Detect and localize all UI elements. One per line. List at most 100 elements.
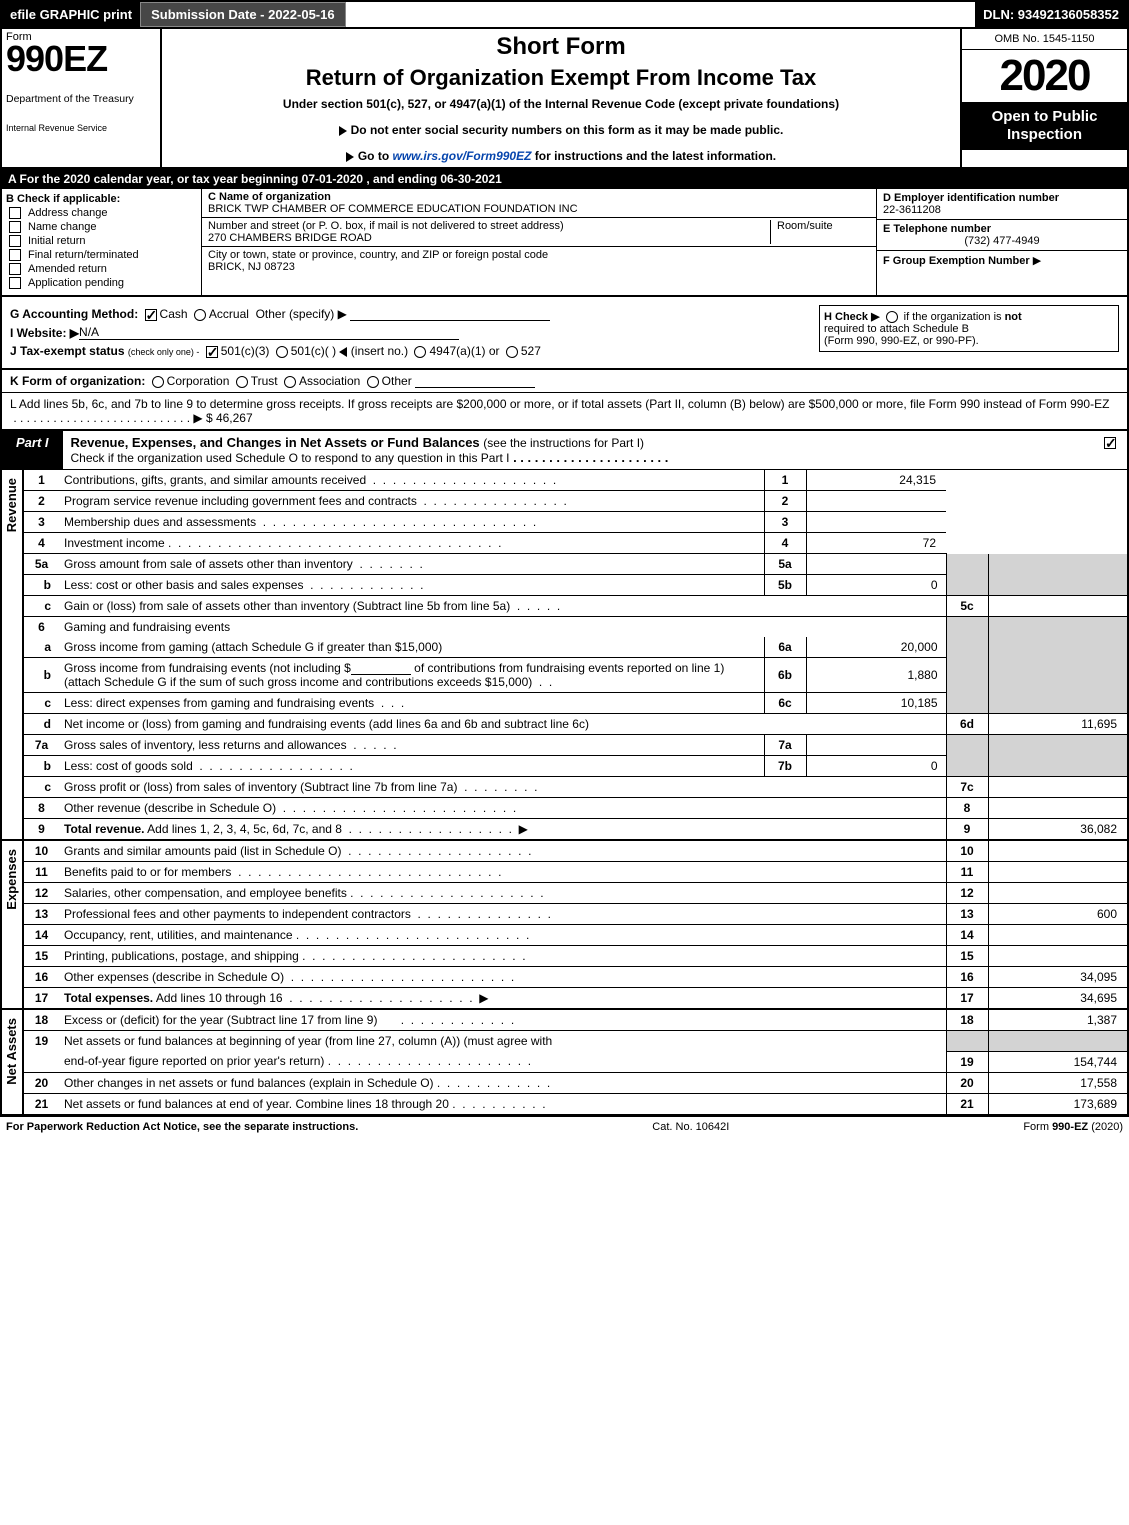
line-21-value: 173,689: [988, 1093, 1128, 1115]
radio-association[interactable]: [284, 376, 296, 388]
org-street: 270 CHAMBERS BRIDGE ROAD: [208, 232, 372, 244]
c-name-label: C Name of organization: [208, 191, 331, 203]
sidelabel-net-assets: Net Assets: [0, 1010, 22, 1116]
line-12-value: [988, 883, 1128, 904]
form-ref: Form 990-EZ (2020): [1023, 1121, 1123, 1133]
gross-receipts-value: $ 46,267: [206, 411, 253, 425]
dept-treasury: Department of the Treasury: [6, 93, 156, 105]
radio-corporation[interactable]: [152, 376, 164, 388]
radio-accrual[interactable]: [194, 309, 206, 321]
line-3-text: Membership dues and assessments . . . . …: [59, 512, 764, 533]
table-row: 20Other changes in net assets or fund ba…: [23, 1072, 1128, 1093]
checkbox-cash[interactable]: [145, 309, 157, 321]
line-6a-value: 20,000: [806, 637, 946, 658]
checkbox-name-change[interactable]: [9, 221, 21, 233]
opt-application-pending: Application pending: [28, 277, 124, 289]
checkbox-application-pending[interactable]: [9, 277, 21, 289]
checkbox-address-change[interactable]: [9, 207, 21, 219]
radio-4947[interactable]: [414, 346, 426, 358]
line-5b-value: 0: [806, 575, 946, 596]
line-6c-value: 10,185: [806, 693, 946, 714]
form-header: Form 990EZ Department of the Treasury In…: [0, 29, 1129, 169]
line-13-text: Professional fees and other payments to …: [59, 904, 946, 925]
line-6d-text: Net income or (loss) from gaming and fun…: [59, 714, 946, 735]
table-row: 11Benefits paid to or for members . . . …: [23, 862, 1128, 883]
opt-address-change: Address change: [28, 207, 108, 219]
triangle-icon: [339, 126, 347, 136]
line-2-value: [806, 491, 946, 512]
header-left: Form 990EZ Department of the Treasury In…: [2, 29, 162, 167]
line-12-text: Salaries, other compensation, and employ…: [59, 883, 946, 904]
line-9-value: 36,082: [988, 819, 1128, 841]
line-5a-value: [806, 554, 946, 575]
expenses-section: Expenses 10Grants and similar amounts pa…: [0, 841, 1129, 1010]
paperwork-notice: For Paperwork Reduction Act Notice, see …: [6, 1121, 358, 1133]
efile-label: efile GRAPHIC print: [2, 2, 140, 27]
table-row: dNet income or (loss) from gaming and fu…: [23, 714, 1128, 735]
radio-h[interactable]: [886, 311, 898, 323]
line-4-text: Investment income . . . . . . . . . . . …: [59, 533, 764, 554]
phone-value: (732) 477-4949: [883, 235, 1121, 247]
irs-link[interactable]: www.irs.gov/Form990EZ: [393, 149, 532, 163]
table-row: 21Net assets or fund balances at end of …: [23, 1093, 1128, 1115]
line-5b-text: Less: cost or other basis and sales expe…: [59, 575, 764, 596]
line-19-value: 154,744: [988, 1051, 1128, 1072]
line-7a-text: Gross sales of inventory, less returns a…: [59, 735, 764, 756]
line-8-text: Other revenue (describe in Schedule O) .…: [59, 798, 946, 819]
ein-value: 22-3611208: [883, 204, 941, 216]
line-2-text: Program service revenue including govern…: [59, 491, 764, 512]
checkbox-initial-return[interactable]: [9, 235, 21, 247]
revenue-table: 1Contributions, gifts, grants, and simil…: [22, 470, 1129, 841]
info-box: B Check if applicable: Address change Na…: [0, 189, 1129, 297]
form-number: 990EZ: [6, 43, 156, 75]
opt-amended-return: Amended return: [28, 263, 107, 275]
website-value: N/A: [79, 325, 99, 339]
d-ein-label: D Employer identification number: [883, 192, 1059, 204]
line-14-text: Occupancy, rent, utilities, and maintena…: [59, 925, 946, 946]
checkbox-501c3[interactable]: [206, 346, 218, 358]
radio-527[interactable]: [506, 346, 518, 358]
c-city-label: City or town, state or province, country…: [208, 249, 548, 261]
checkbox-amended-return[interactable]: [9, 263, 21, 275]
dln-label: DLN: 93492136058352: [975, 2, 1127, 27]
table-row: 9Total revenue. Add lines 1, 2, 3, 4, 5c…: [23, 819, 1128, 841]
table-row: 15Printing, publications, postage, and s…: [23, 946, 1128, 967]
omb-number: OMB No. 1545-1150: [962, 29, 1127, 50]
c-addr-label: Number and street (or P. O. box, if mail…: [208, 220, 564, 232]
sidelabel-revenue: Revenue: [0, 470, 22, 841]
line-18-value: 1,387: [988, 1010, 1128, 1031]
radio-trust[interactable]: [236, 376, 248, 388]
net-assets-section: Net Assets 18Excess or (deficit) for the…: [0, 1010, 1129, 1116]
table-row: 13Professional fees and other payments t…: [23, 904, 1128, 925]
dept-irs: Internal Revenue Service: [6, 123, 156, 133]
line-7b-value: 0: [806, 756, 946, 777]
other-specify-input[interactable]: [350, 320, 550, 321]
opt-final-return: Final return/terminated: [28, 249, 139, 261]
checkbox-final-return[interactable]: [9, 249, 21, 261]
topbar-spacer: [346, 2, 976, 27]
section-a-tax-year: A For the 2020 calendar year, or tax yea…: [0, 169, 1129, 189]
form-title: Return of Organization Exempt From Incom…: [168, 65, 954, 91]
f-group-label: F Group Exemption Number: [883, 255, 1030, 267]
line-16-value: 34,095: [988, 967, 1128, 988]
line-4-value: 72: [806, 533, 946, 554]
line-5a-text: Gross amount from sale of assets other t…: [59, 554, 764, 575]
line-15-value: [988, 946, 1128, 967]
checkbox-schedule-o[interactable]: [1104, 437, 1116, 449]
part-i-header: Part I Revenue, Expenses, and Changes in…: [0, 431, 1129, 470]
radio-501c[interactable]: [276, 346, 288, 358]
table-row: 4Investment income . . . . . . . . . . .…: [23, 533, 1128, 554]
radio-other-org[interactable]: [367, 376, 379, 388]
table-row: cGain or (loss) from sale of assets othe…: [23, 596, 1128, 617]
line-6b-value: 1,880: [806, 658, 946, 693]
meta-section: G Accounting Method: Cash Accrual Other …: [0, 297, 1129, 370]
line-10-text: Grants and similar amounts paid (list in…: [59, 841, 946, 862]
box-b-title: B Check if applicable:: [6, 193, 197, 205]
line-10-value: [988, 841, 1128, 862]
line-19-text-b: end-of-year figure reported on prior yea…: [59, 1051, 946, 1072]
other-org-input[interactable]: [415, 387, 535, 388]
line-9-text: Total revenue. Add lines 1, 2, 3, 4, 5c,…: [59, 819, 946, 841]
table-row: 12Salaries, other compensation, and empl…: [23, 883, 1128, 904]
line-6d-value: 11,695: [988, 714, 1128, 735]
table-row: 7aGross sales of inventory, less returns…: [23, 735, 1128, 756]
